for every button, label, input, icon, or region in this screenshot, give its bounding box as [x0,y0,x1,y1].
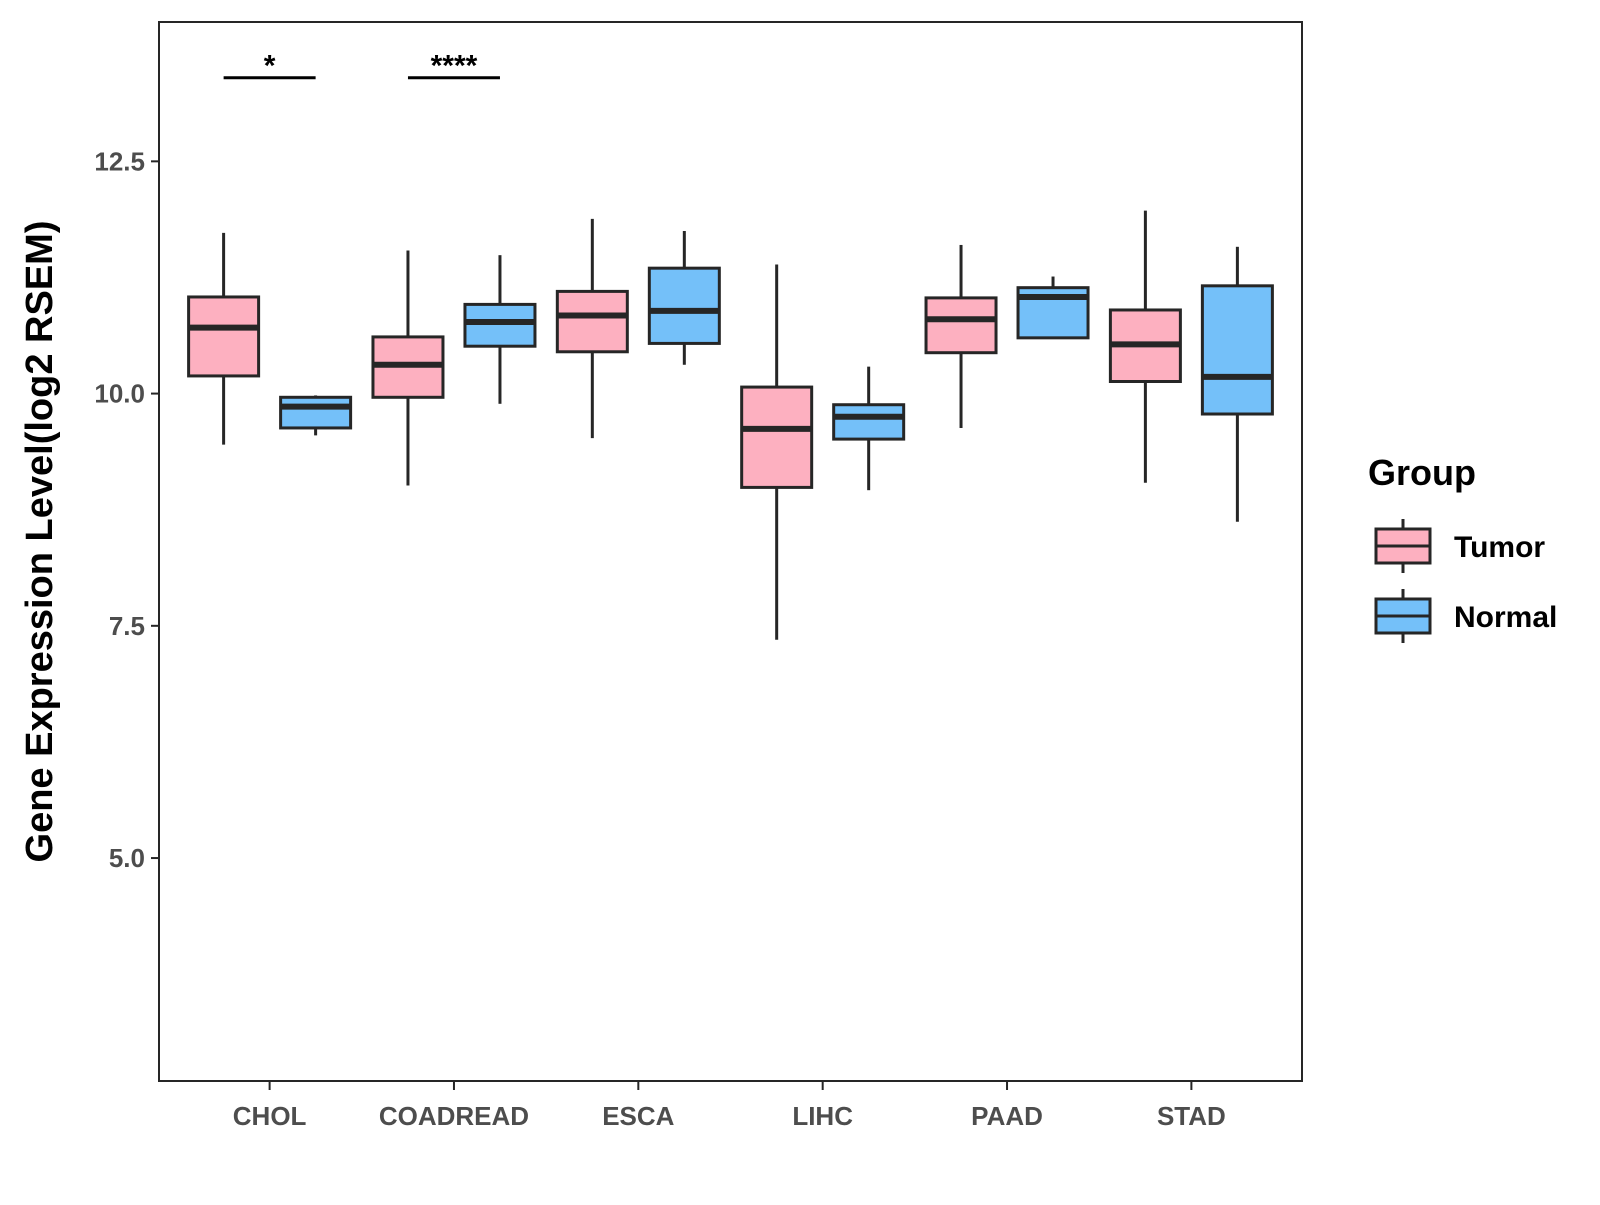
legend-entry-tumor: Tumor [1374,519,1545,573]
x-tick-label: PAAD [971,1101,1043,1131]
legend-entry-normal: Normal [1374,589,1557,643]
box-normal-paad [1016,276,1090,340]
box-iqr [187,295,261,378]
box-normal-chol [279,395,353,436]
box-iqr [647,266,721,345]
box-normal-coadread [463,255,537,404]
box-tumor-chol [187,232,261,445]
plot-panel-border [158,21,1303,1082]
box-tumor-lihc [740,264,814,640]
y-axis-title: Gene Expression Level(log2 RSEM) [19,221,61,863]
legend-label: Normal [1454,601,1557,634]
box-normal-stad [1200,246,1274,522]
legend: Group Tumor Normal [1368,452,1557,643]
box-tumor-stad [1108,210,1182,483]
x-tick-label: LIHC [792,1101,853,1131]
y-tick-label: 10.0 [94,379,145,409]
box-normal-esca [647,231,721,365]
x-tick-label: COADREAD [379,1101,529,1131]
box-iqr [279,395,353,430]
box-iqr [463,302,537,348]
legend-title: Group [1368,452,1476,493]
y-tick-label: 12.5 [94,146,145,176]
box-tumor-coadread [371,250,445,486]
box-normal-lihc [832,366,906,491]
box-tumor-paad [924,244,998,428]
x-tick-label: CHOL [233,1101,307,1131]
significance-label: * [264,50,276,83]
box-iqr [740,385,814,489]
box-tumor-esca [555,218,629,439]
box-iqr [555,289,629,354]
box-iqr [924,296,998,355]
x-tick-label: STAD [1157,1101,1226,1131]
x-tick-label: ESCA [602,1101,674,1131]
significance-label: **** [431,50,478,83]
y-tick-label: 5.0 [109,843,145,873]
box-iqr [1200,284,1274,416]
box-iqr [832,403,906,441]
y-tick-label: 7.5 [109,611,145,641]
legend-label: Tumor [1454,531,1545,564]
